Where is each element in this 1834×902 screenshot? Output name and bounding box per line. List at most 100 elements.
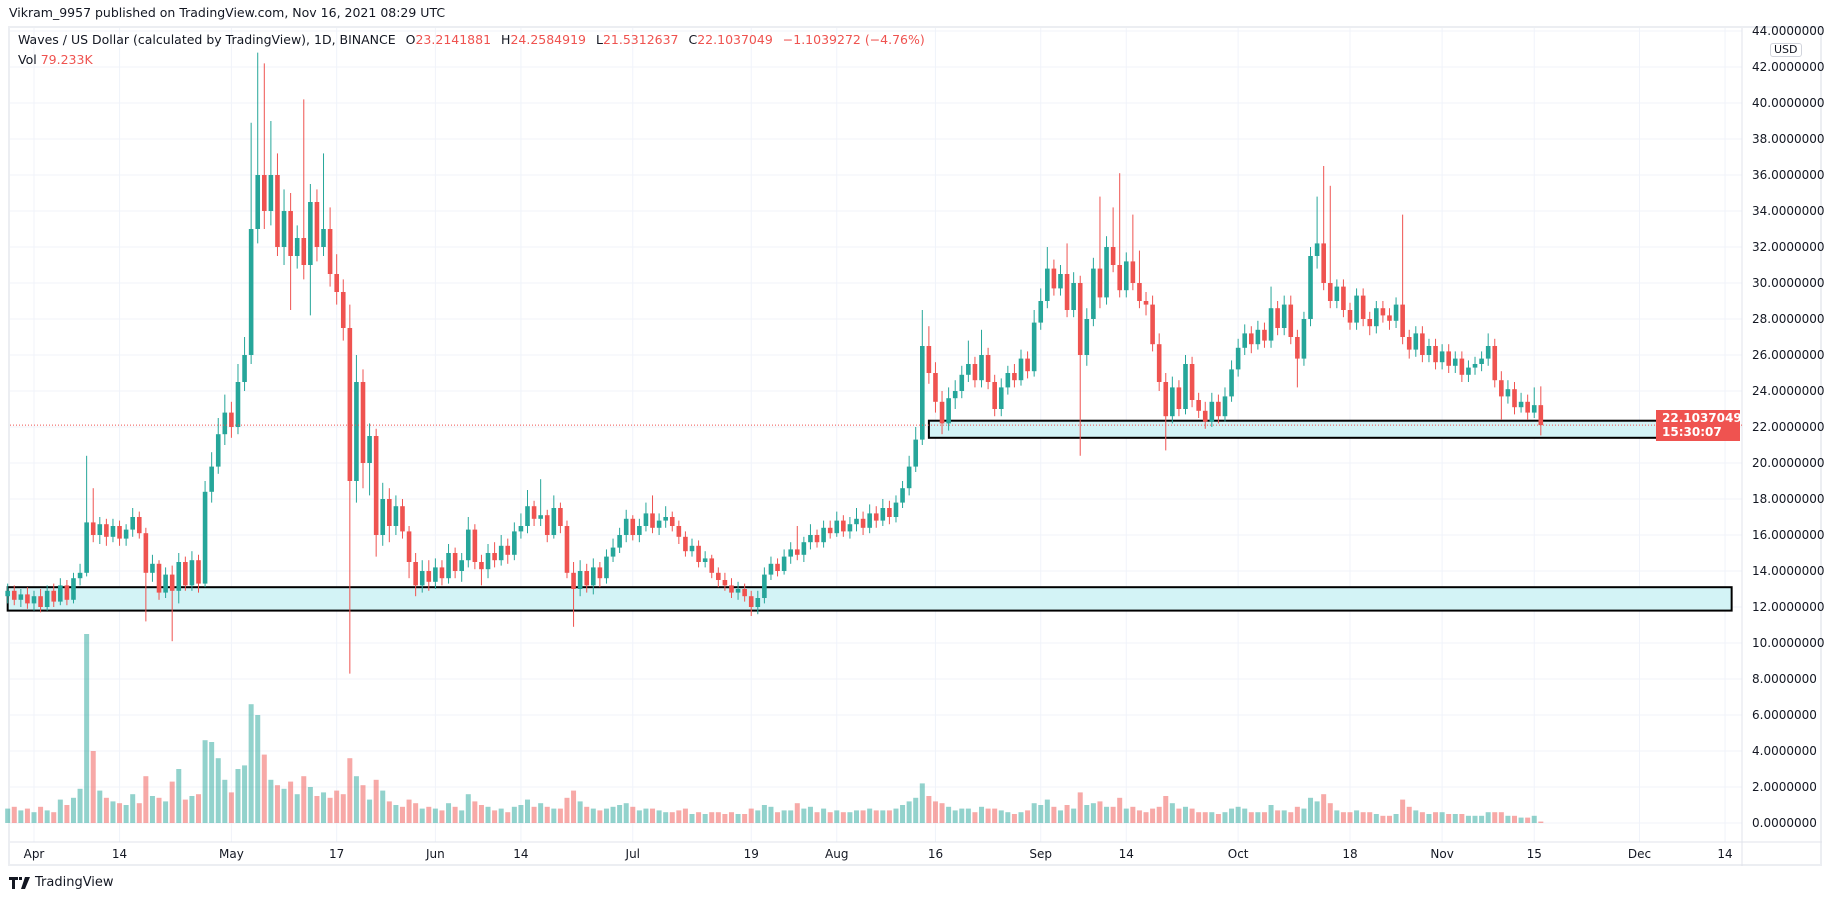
candle-body [58, 585, 63, 602]
candle-body [577, 571, 583, 589]
volume-bar [854, 810, 859, 823]
candle-body [281, 211, 287, 247]
price-tick-label: 26.0000000 [1752, 348, 1825, 362]
volume-bar [215, 758, 221, 823]
volume-bar [801, 808, 807, 823]
candle-body [393, 506, 399, 526]
volume-bar [110, 801, 116, 823]
candle-body [952, 391, 958, 399]
volume-bar [176, 769, 182, 823]
volume-bar [84, 634, 90, 823]
candle-body [1452, 358, 1458, 366]
footer-brand[interactable]: TradingView [9, 875, 114, 890]
candle-body [419, 571, 425, 586]
candle-body [242, 355, 247, 382]
volume-bar [1347, 812, 1353, 823]
volume-bar [307, 787, 313, 823]
volume-bar [538, 803, 544, 823]
candle-body [1012, 373, 1017, 381]
candle-body [44, 590, 50, 607]
price-axis[interactable] [1743, 28, 1822, 842]
volume-bar [196, 794, 201, 823]
candle-body [1262, 329, 1267, 341]
time-axis[interactable] [10, 843, 1742, 866]
volume-bar [353, 776, 359, 823]
publisher-line: Vikram_9957 published on TradingView.com… [9, 5, 446, 20]
volume-bar [1025, 810, 1031, 823]
volume-bar [1472, 815, 1478, 823]
volume-bar [1406, 806, 1412, 823]
volume-bar [413, 803, 419, 823]
candle-body [1018, 358, 1024, 381]
volume-bar [623, 803, 629, 823]
candle-body [1077, 283, 1083, 355]
candle-body [755, 598, 761, 607]
candle-body [992, 382, 997, 409]
volume-bar [709, 812, 715, 823]
volume-bar [564, 797, 570, 823]
volume-bar [1130, 806, 1136, 823]
candle-body [110, 526, 116, 537]
volume-bar [1518, 817, 1524, 823]
candle-body [531, 506, 537, 519]
candle-body [51, 590, 57, 602]
volume-bar [551, 808, 557, 823]
currency-badge[interactable]: USD [1770, 43, 1802, 57]
candle-body [998, 387, 1004, 409]
volume-bar [1386, 815, 1392, 823]
volume-bar [1090, 803, 1096, 823]
candle-body [1045, 268, 1050, 301]
volume-bar [1255, 812, 1261, 823]
volume-bar [939, 803, 945, 823]
volume-bar [327, 797, 333, 823]
volume-bar [1084, 805, 1090, 823]
volume-bar [617, 805, 623, 823]
support-zone-rectangle[interactable] [6, 586, 1733, 612]
candle-body [387, 499, 392, 526]
time-tick-label: May [219, 847, 244, 861]
symbol-title[interactable]: Waves / US Dollar (calculated by Trading… [18, 32, 396, 47]
candle-body [183, 562, 188, 586]
candle-body [262, 175, 267, 211]
candle-body [972, 364, 978, 381]
time-tick-label: Jul [625, 847, 640, 861]
price-tick-label: 14.0000000 [1752, 564, 1825, 578]
candle-body [340, 292, 346, 328]
volume-bar [603, 808, 609, 823]
candle-body [1275, 308, 1280, 328]
volume-bar [636, 810, 642, 823]
candle-body [84, 522, 89, 573]
volume-bar [656, 810, 662, 823]
volume-bar [294, 794, 300, 823]
price-tick-label: 0.0000000 [1752, 816, 1817, 830]
candle-body [31, 596, 37, 604]
price-tick-label: 12.0000000 [1752, 600, 1825, 614]
candle-body [1505, 389, 1511, 397]
candle-body [821, 527, 826, 543]
volume-bar [1123, 808, 1129, 823]
candle-body [623, 518, 629, 535]
volume-bar [781, 810, 787, 823]
volume-bar [248, 704, 254, 823]
volume-bar [1229, 808, 1235, 823]
volume-bar [590, 808, 596, 823]
time-tick-label: Sep [1029, 847, 1052, 861]
candle-body [327, 229, 333, 274]
volume-label[interactable]: Vol [18, 52, 37, 67]
candle-body [1051, 268, 1057, 289]
volume-bar [235, 769, 241, 823]
candle-body [5, 590, 10, 597]
volume-bar [992, 808, 998, 823]
candle-body [1459, 358, 1465, 375]
volume-bar [867, 808, 873, 823]
candle-body [1209, 401, 1215, 422]
volume-bar [136, 803, 142, 823]
candle-body [669, 517, 675, 526]
volume-bar [597, 810, 603, 823]
candle-body [1387, 315, 1392, 321]
support-zone-rectangle[interactable] [927, 419, 1680, 439]
candle-body [1406, 337, 1412, 350]
volume-bar [531, 806, 537, 823]
volume-bar [998, 810, 1004, 823]
